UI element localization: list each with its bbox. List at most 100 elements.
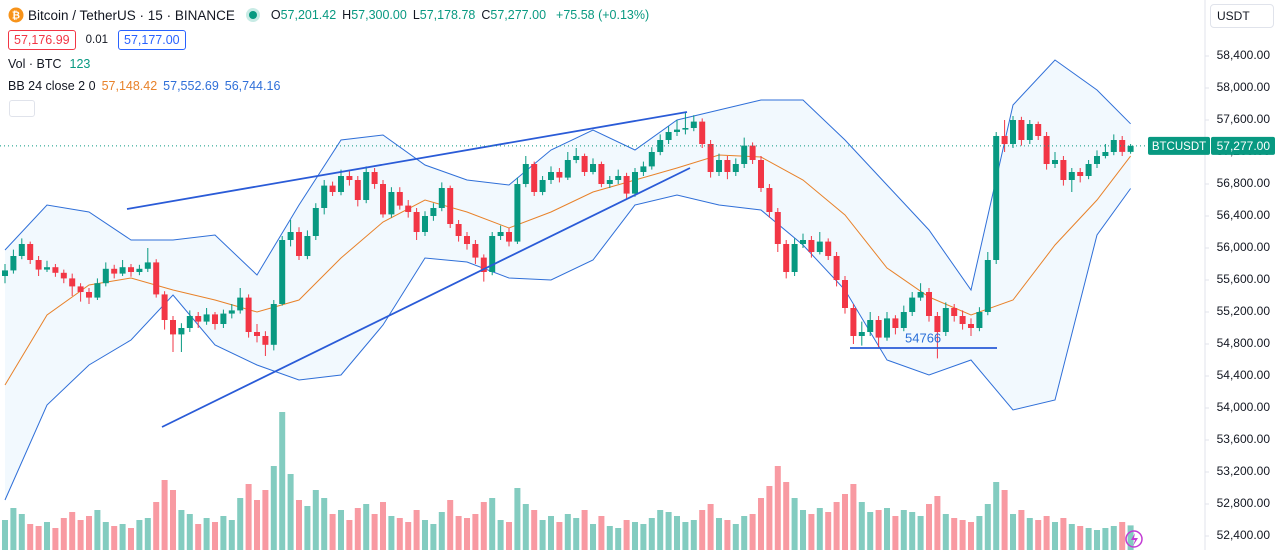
candle-body [1010,120,1016,144]
candle-body [741,145,748,164]
candle-body [455,224,462,236]
ohlc-value: 57,277.00 [490,8,547,22]
volume-bar [640,524,647,550]
candle-body [833,256,840,280]
trend-line [161,167,691,428]
candle-body [732,164,739,172]
collapse-button[interactable] [9,100,35,117]
candle-body [699,121,706,144]
candle-body [598,164,605,184]
candle-body [682,128,689,130]
candle-body [531,164,538,192]
volume-bar [699,510,706,550]
volume-bar [1127,525,1134,550]
volume-bar [690,520,697,550]
lightning-icon[interactable] [1125,530,1143,548]
volume-bar [615,528,622,550]
candle-body [1060,160,1067,180]
currency-dropdown[interactable]: USDT [1210,4,1274,28]
candle-body [1119,140,1126,152]
candle-body [161,294,168,320]
volume-bar [464,518,470,550]
volume-bar [716,518,722,550]
volume-bar [86,516,92,550]
volume-bar [791,498,798,550]
symbol-title: Bitcoin / TetherUS · 15 · BINANCE [28,7,235,23]
candle-body [909,297,916,312]
volume-bar [262,490,269,550]
volume-bar [136,520,143,550]
trend-line [126,111,688,210]
volume-bar [77,520,84,550]
volume-bar [1077,526,1084,550]
candle-body [1094,156,1100,164]
volume-bar [564,514,571,550]
y-tick-label: 58,000.00 [1217,80,1271,94]
candle-body [136,268,143,272]
volume-legend: Vol · BTC 123 [8,57,90,71]
volume-bar [1001,490,1008,550]
candle-body [858,332,865,336]
volume-bar [212,522,218,550]
volume-bar [27,524,34,550]
y-tick-label: 58,400.00 [1217,48,1271,62]
volume-bar [573,518,580,550]
candle-body [18,244,25,256]
volume-bar [119,524,126,550]
candle-body [388,192,395,215]
candle-body [875,320,882,338]
volume-bar [926,504,932,550]
volume-bar [321,498,328,550]
volume-bar [808,514,815,550]
volume-bar [472,514,479,550]
volume-bar [1018,510,1025,550]
price-tag-bg [1211,136,1275,155]
volume-bar [312,490,319,550]
volume-bar [522,504,529,550]
candle-body [220,313,227,324]
volume-bar [178,510,185,550]
bb-basis: 57,148.42 [101,79,158,93]
candle-body [212,314,218,324]
candle-body [926,292,932,316]
volume-bar [858,502,865,550]
volume-bar [1094,530,1100,550]
bid-price[interactable]: 57,176.99 [8,30,76,50]
candle-body [119,267,126,274]
volume-value: 123 [69,57,91,71]
candle-body [296,232,302,256]
volume-bar [968,522,974,550]
candle-body [842,280,848,308]
volume-bar [111,526,118,550]
candle-body [665,132,672,140]
volume-bar [732,524,739,550]
candle-body [1110,140,1117,152]
volume-bar [35,526,42,550]
candle-body [976,312,983,328]
candle-body [472,244,479,258]
candle-body [270,304,277,345]
volume-label: Vol · BTC [8,57,62,71]
candle-body [1052,160,1058,164]
volume-bar [741,516,748,550]
volume-bar [354,508,361,550]
candle-body [766,188,773,212]
candle-body [1085,164,1092,176]
y-tick-label: 52,800.00 [1217,496,1271,510]
volume-bar [816,508,823,550]
volume-bar [388,516,395,550]
volume-bar [850,484,857,550]
candle-body [539,180,546,192]
candle-body [153,262,160,295]
candle-body [422,216,428,232]
candle-body [1018,120,1025,140]
volume-bar [69,512,76,550]
candle-body [884,318,890,338]
volume-bar [304,506,311,550]
ask-price[interactable]: 57,177.00 [118,30,186,50]
volume-bar [195,524,202,550]
candle-body [338,176,344,192]
volume-bar [1068,524,1075,550]
volume-bar [665,512,672,550]
candle-body [808,240,815,252]
